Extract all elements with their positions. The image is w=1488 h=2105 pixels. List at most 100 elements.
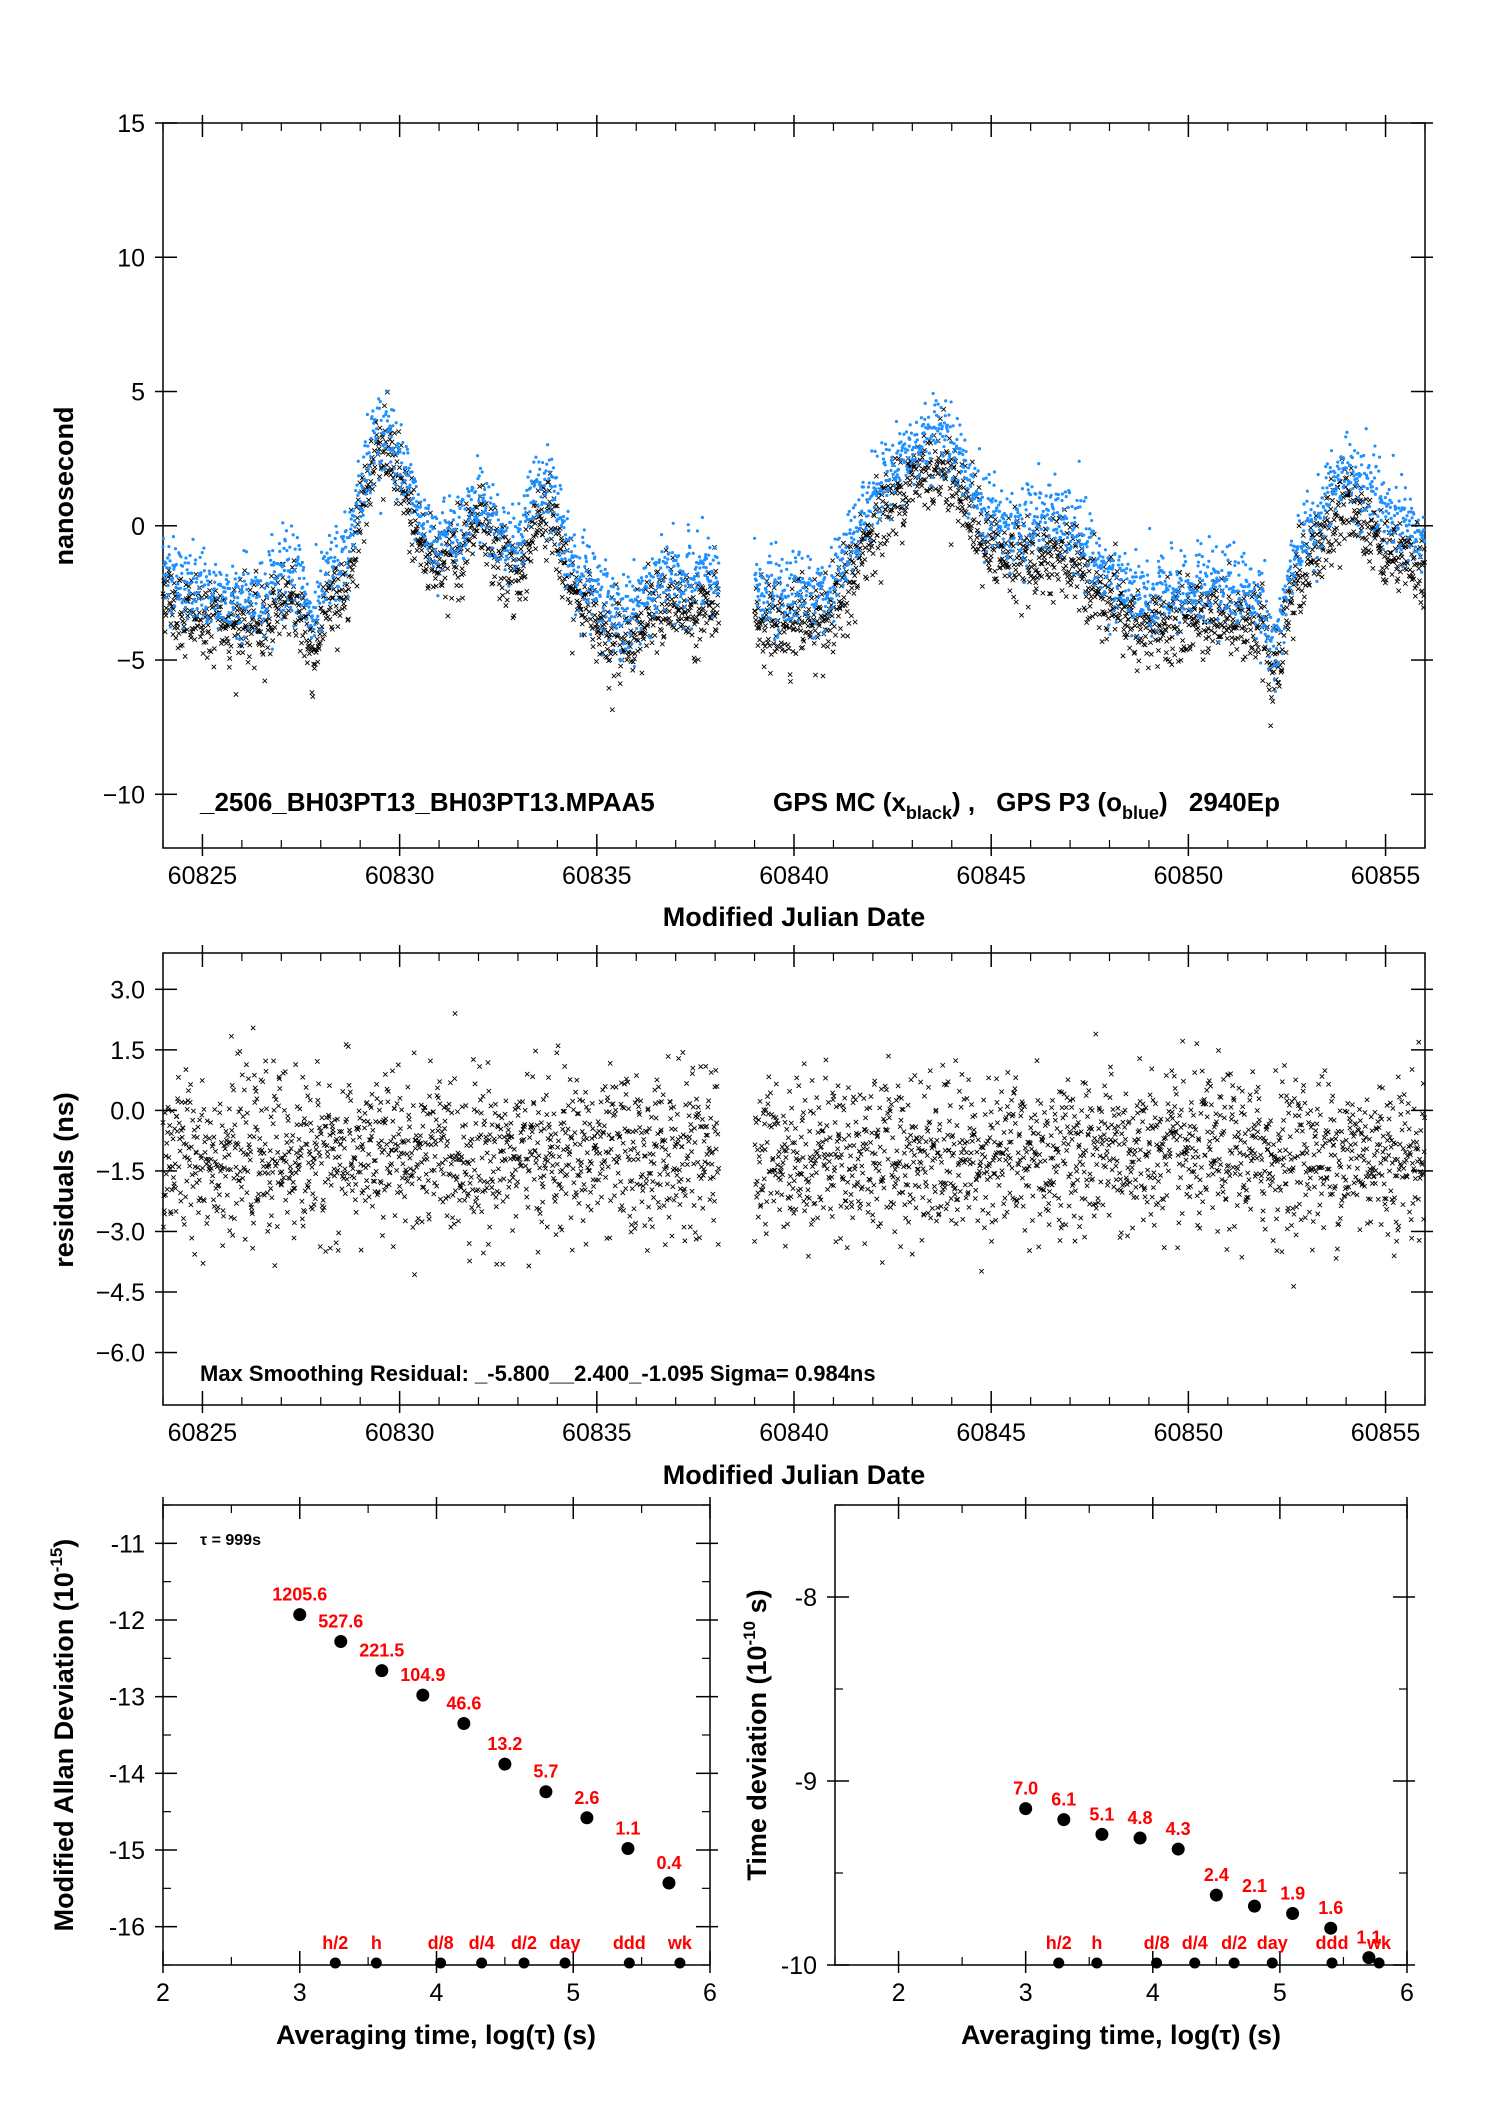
- series-black-point: [472, 534, 478, 540]
- series-blue-point: [641, 590, 646, 594]
- series-black-point: [1328, 506, 1334, 512]
- series-blue-point: [583, 564, 587, 569]
- series-black-point: [1104, 627, 1110, 633]
- series-blue-point: [793, 609, 797, 613]
- series-blue-point: [486, 512, 490, 516]
- series-blue-point: [798, 604, 802, 608]
- series-blue-point: [294, 611, 298, 615]
- series-blue-point: [793, 556, 798, 560]
- series-blue-point: [477, 499, 481, 503]
- series-blue-point: [770, 573, 774, 577]
- series-blue-point: [185, 568, 189, 572]
- series-blue-point: [458, 542, 462, 546]
- series-blue-point: [847, 562, 851, 566]
- series-black-point: [307, 638, 313, 644]
- series-blue-point: [971, 504, 975, 509]
- series-blue-point: [758, 567, 762, 571]
- series-black-point: [482, 551, 488, 557]
- series-black-point: [1322, 524, 1328, 530]
- series-black-point: [307, 627, 313, 633]
- series-blue-point: [989, 525, 994, 530]
- series-blue-point: [566, 509, 570, 514]
- series-blue-point: [619, 649, 623, 654]
- series-blue-point: [1037, 538, 1041, 543]
- series-blue-point: [178, 586, 183, 590]
- series-black-point: [897, 490, 903, 496]
- series-blue-point: [546, 443, 550, 447]
- series-black-point: [203, 639, 209, 645]
- series-black-point: [412, 518, 418, 524]
- series-black-point: [1054, 571, 1060, 577]
- series-blue-point: [481, 496, 485, 500]
- series-black-point: [203, 590, 209, 596]
- series-black-point: [510, 557, 516, 563]
- series-blue-point: [809, 591, 813, 595]
- series-blue-point: [899, 440, 903, 444]
- series-blue-point: [602, 629, 606, 633]
- series-black-point: [195, 623, 201, 629]
- series-blue-point: [217, 615, 221, 619]
- series-black-point: [532, 520, 538, 526]
- series-blue-point: [984, 549, 989, 554]
- series-blue-point: [774, 562, 778, 566]
- series-blue-point: [247, 596, 251, 600]
- series-blue-point: [863, 521, 867, 525]
- series-black-point: [845, 633, 851, 639]
- series-black-point: [234, 603, 240, 609]
- series-blue-point: [638, 642, 642, 646]
- series-blue-point: [1039, 527, 1043, 531]
- series-black-point: [1099, 639, 1105, 645]
- series-blue-point: [776, 628, 780, 632]
- series-black-point: [1107, 577, 1113, 583]
- series-blue-point: [657, 558, 662, 562]
- series-black-point: [335, 576, 341, 582]
- series-black-point: [1205, 649, 1211, 655]
- series-black-point: [458, 583, 464, 589]
- series-blue-point: [489, 496, 493, 500]
- series-blue-point: [1038, 520, 1042, 524]
- series-black-point: [473, 528, 479, 534]
- series-blue-point: [941, 476, 946, 480]
- series-black-point: [1120, 653, 1126, 659]
- series-blue-point: [221, 595, 225, 599]
- series-blue-point: [695, 586, 699, 590]
- series-black-point: [204, 655, 210, 661]
- series-black-point: [333, 603, 339, 609]
- series-black-point: [327, 616, 333, 622]
- series-black-point: [1025, 604, 1031, 610]
- series-blue-point: [880, 441, 884, 445]
- series-blue-point: [662, 579, 666, 584]
- series-blue-point: [888, 503, 893, 507]
- series-blue-point: [425, 540, 429, 545]
- series-blue-point: [967, 478, 972, 482]
- series-black-point: [283, 583, 289, 589]
- series-blue-point: [832, 600, 836, 605]
- series-blue-point: [274, 598, 278, 602]
- series-black-point: [311, 665, 317, 671]
- series-blue-point: [329, 547, 333, 551]
- series-blue-point: [583, 583, 587, 587]
- series-black-point: [1300, 532, 1306, 538]
- series-black-point: [809, 595, 815, 601]
- series-blue-point: [287, 575, 291, 579]
- series-blue-point: [832, 619, 836, 623]
- series-black-point: [928, 440, 934, 446]
- series-blue-point: [1024, 508, 1028, 512]
- series-black-point: [925, 505, 931, 511]
- series-black-point: [288, 595, 295, 601]
- series-black-point: [539, 507, 545, 513]
- series-blue-point: [216, 604, 220, 608]
- series-blue-point: [393, 472, 397, 476]
- series-blue-point: [954, 457, 958, 461]
- series-blue-point: [368, 472, 372, 476]
- series-black-point: [1173, 615, 1179, 621]
- series-black-point: [505, 589, 511, 595]
- series-blue-point: [891, 443, 895, 447]
- series-blue-point: [705, 569, 709, 574]
- series-black-point: [1163, 650, 1169, 656]
- series-black-point: [1365, 524, 1371, 530]
- series-blue-point: [473, 490, 478, 494]
- series-blue-point: [992, 470, 997, 474]
- series-black-point: [1063, 563, 1069, 569]
- series-blue-point: [267, 553, 271, 557]
